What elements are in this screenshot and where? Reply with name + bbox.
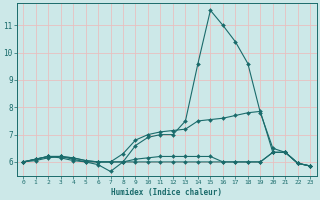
X-axis label: Humidex (Indice chaleur): Humidex (Indice chaleur) [111,188,222,197]
